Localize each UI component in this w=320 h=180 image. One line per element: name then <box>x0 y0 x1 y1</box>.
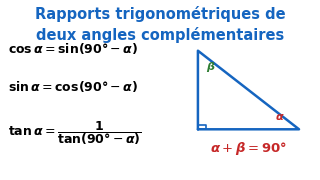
Text: $\boldsymbol{\beta}$: $\boldsymbol{\beta}$ <box>206 60 215 74</box>
Text: $\mathbf{tan}\,\boldsymbol{\alpha} = \dfrac{\mathbf{1}}{\mathbf{tan(90°} - \bold: $\mathbf{tan}\,\boldsymbol{\alpha} = \df… <box>8 119 142 147</box>
Text: $\mathbf{cos}\,\boldsymbol{\alpha} = \mathbf{sin(90°} - \boldsymbol{\alpha}\math: $\mathbf{cos}\,\boldsymbol{\alpha} = \ma… <box>8 41 138 56</box>
Text: $\boldsymbol{\alpha} + \boldsymbol{\beta} = \mathbf{90°}$: $\boldsymbol{\alpha} + \boldsymbol{\beta… <box>210 140 287 158</box>
Text: $\boldsymbol{\alpha}$: $\boldsymbol{\alpha}$ <box>275 112 285 122</box>
Text: $\mathbf{sin}\,\boldsymbol{\alpha} = \mathbf{cos(90°} - \boldsymbol{\alpha}\math: $\mathbf{sin}\,\boldsymbol{\alpha} = \ma… <box>8 79 138 94</box>
Text: Rapports trigonométriques de
deux angles complémentaires: Rapports trigonométriques de deux angles… <box>35 6 285 43</box>
